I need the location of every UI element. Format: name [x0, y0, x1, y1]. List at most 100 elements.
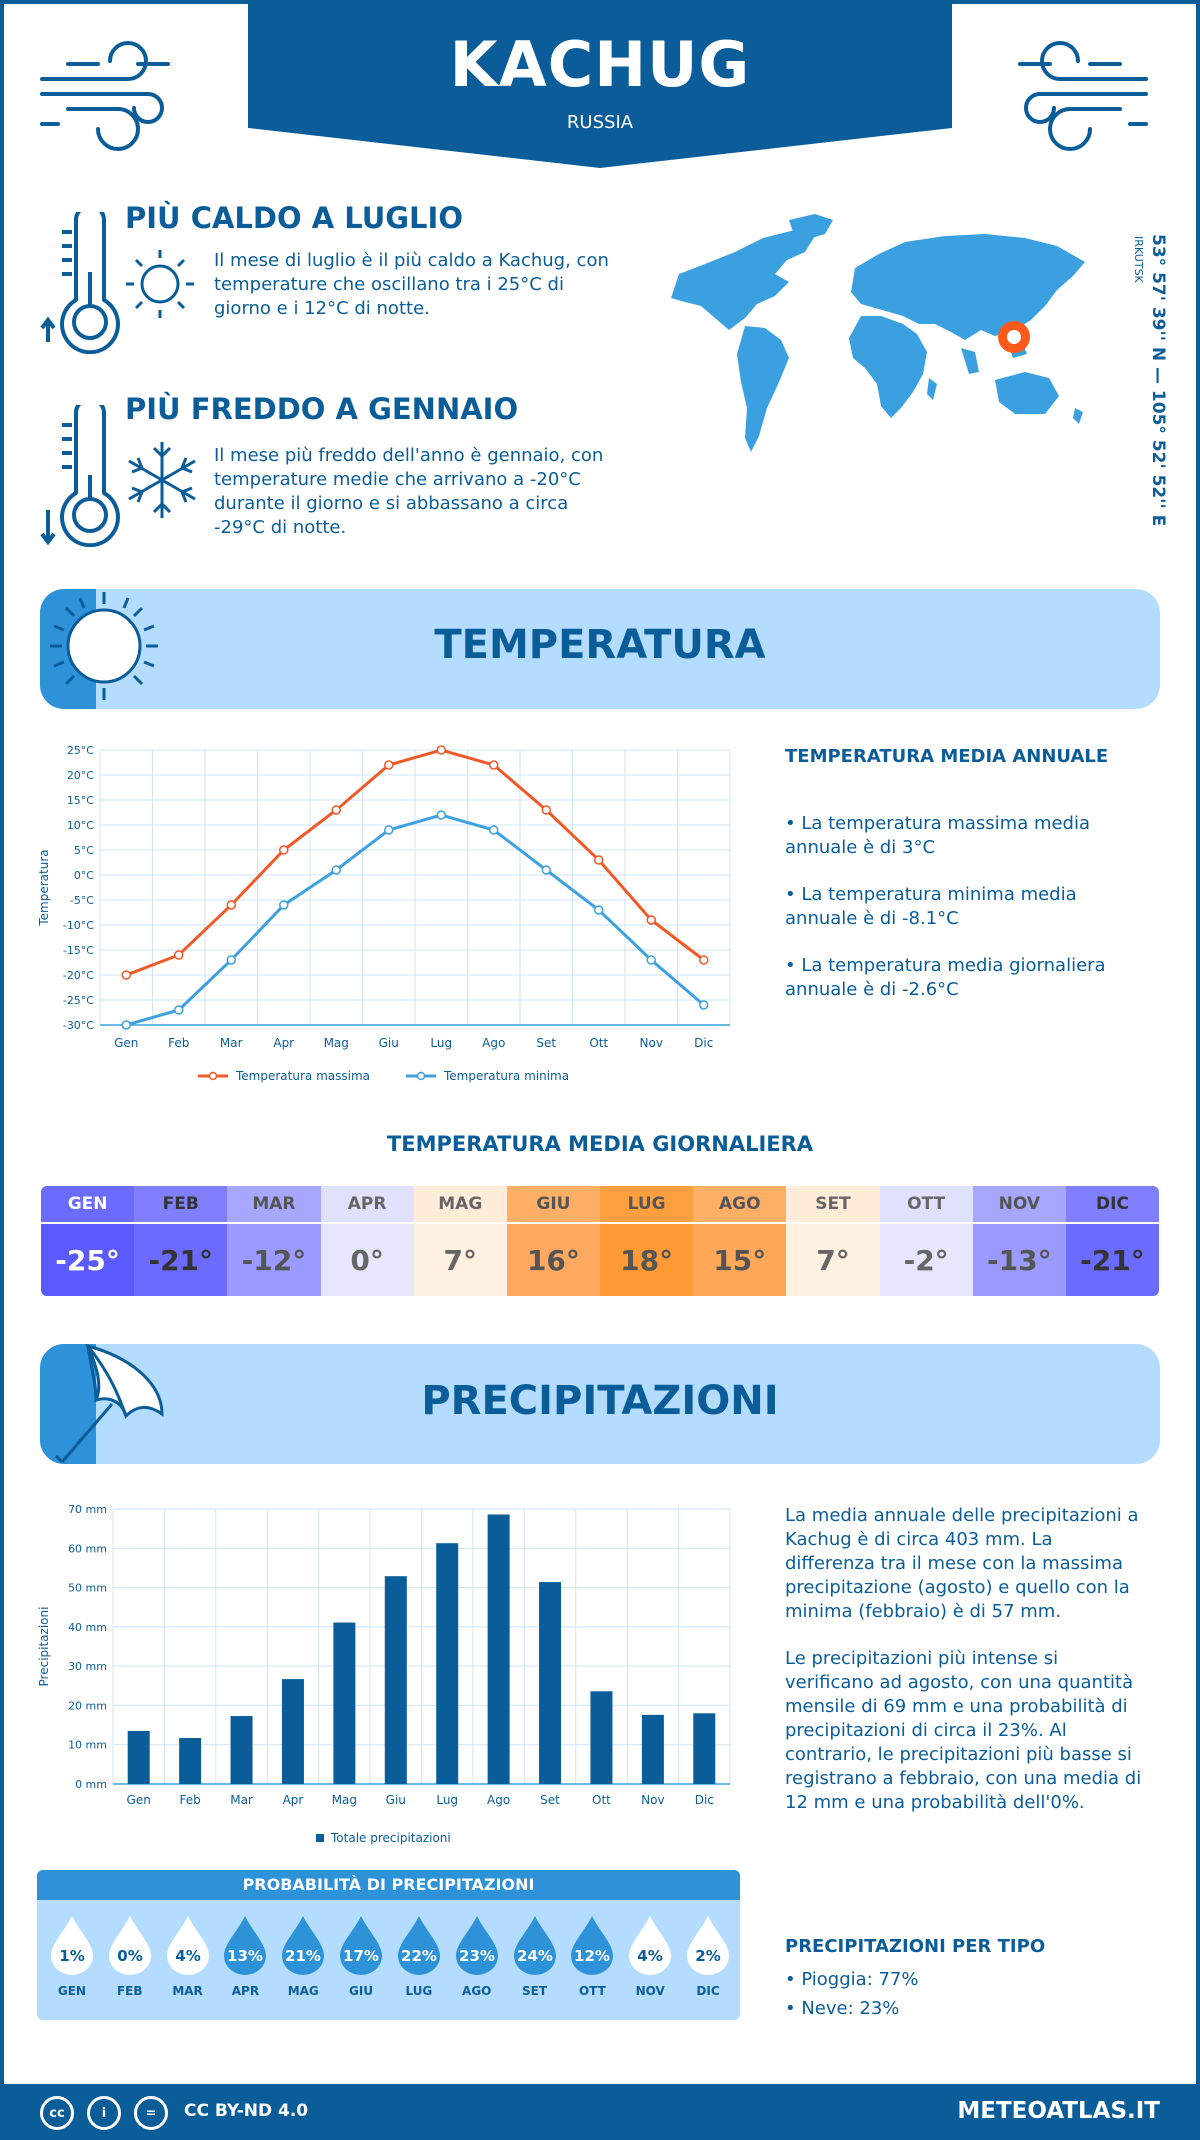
precip-bar	[127, 1730, 150, 1784]
precip-bar	[590, 1691, 613, 1784]
precip-probability-value: 23%	[459, 1947, 495, 1965]
y-tick-label: 0 mm	[75, 1778, 107, 1791]
data-point	[541, 805, 551, 815]
world-map	[671, 214, 1085, 452]
raindrop-icon: 13%	[224, 1916, 267, 1975]
data-point	[699, 1000, 709, 1010]
raindrop-icon: 24%	[513, 1916, 556, 1975]
precip-probability-month: MAR	[172, 1984, 203, 1998]
legend-marker	[416, 1071, 426, 1081]
x-tick-label: Set	[536, 1036, 556, 1050]
daily-temp-month: MAR	[227, 1186, 321, 1224]
precip-bar	[179, 1738, 202, 1784]
daily-temp-value: 15°	[693, 1224, 787, 1296]
y-tick-label: -15°C	[63, 944, 94, 957]
precip-probability-title: PROBABILITÀ DI PRECIPITAZIONI	[37, 1870, 740, 1900]
hot-month-title: PIÙ CALDO A LUGLIO	[125, 201, 463, 235]
x-tick-label: Gen	[114, 1036, 138, 1050]
raindrop-icon: 4%	[629, 1916, 672, 1975]
precip-probability-item: 1% GEN	[43, 1914, 101, 1998]
daily-temp-cell: AGO 15°	[693, 1186, 787, 1296]
precip-probability-month: OTT	[578, 1984, 606, 1998]
y-tick-label: 50 mm	[68, 1582, 107, 1595]
y-tick-label: -25°C	[63, 994, 94, 1007]
precip-probability-value: 24%	[517, 1947, 553, 1965]
data-point	[384, 825, 394, 835]
y-tick-label: 40 mm	[68, 1621, 107, 1634]
daily-temp-month: MAG	[413, 1186, 507, 1224]
legend-label: Totale precipitazioni	[330, 1831, 451, 1845]
precip-probability-value: 13%	[227, 1947, 263, 1965]
x-tick-label: Set	[540, 1793, 560, 1807]
raindrop-icon: 17%	[340, 1916, 383, 1975]
raindrop-icon: 4%	[166, 1916, 209, 1975]
daily-temp-month: APR	[320, 1186, 414, 1224]
daily-temp-value: 16°	[506, 1224, 601, 1296]
y-axis-label: Temperatura	[37, 849, 51, 926]
y-tick-label: 25°C	[67, 744, 94, 757]
annual-temp-bullet-min: • La temperatura minima media annuale è …	[785, 884, 1077, 929]
brand-link[interactable]: METEOATLAS.IT	[957, 2098, 1160, 2124]
precipitation-banner-accent	[40, 1344, 96, 1464]
data-point	[436, 810, 446, 820]
precip-bar	[230, 1716, 253, 1784]
x-tick-label: Ott	[592, 1793, 611, 1807]
precipitation-chart: 70 mm 60 mm 50 mm 40 mm 30 mm 20 mm 10 mm 0 mm G…	[37, 1503, 731, 1845]
y-tick-label: 70 mm	[68, 1503, 107, 1516]
precip-probability-month: LUG	[405, 1984, 433, 1998]
precip-probability-item: 13% APR	[216, 1914, 274, 1998]
temperature-chart: 25°C 20°C 15°C 10°C 5°C 0°C -5°C -10°C -15°C -20°…	[37, 744, 731, 1083]
y-tick-label: 20 mm	[68, 1699, 107, 1712]
y-tick-label: -30°C	[63, 1019, 94, 1032]
legend-label: Temperatura massima	[235, 1069, 370, 1083]
data-point	[541, 865, 551, 875]
precip-probability-item: 22% LUG	[390, 1914, 448, 1998]
wind-icon	[40, 41, 170, 151]
x-tick-label: Mar	[230, 1793, 253, 1807]
daily-temp-cell: LUG 18°	[600, 1186, 694, 1296]
daily-temp-month: LUG	[600, 1186, 694, 1224]
daily-temp-value: -2°	[879, 1224, 973, 1296]
annual-temp-bullet-mean: • La temperatura media giornaliera annua…	[785, 955, 1106, 1000]
precip-probability-month: AGO	[462, 1984, 492, 1998]
precip-probability-month: SET	[522, 1984, 548, 1998]
daily-temp-value: 7°	[786, 1224, 880, 1296]
sun-large-icon	[50, 592, 158, 700]
no-derivatives-icon: =	[134, 2096, 168, 2130]
daily-temp-month: FEB	[134, 1186, 228, 1224]
raindrop-icon: 12%	[571, 1916, 614, 1975]
series-line	[125, 813, 705, 1027]
raindrop-icon: 2%	[687, 1916, 730, 1975]
precip-probability-month: NOV	[635, 1984, 665, 1998]
daily-temp-cell: NOV -13°	[972, 1186, 1066, 1296]
daily-temp-table: GEN -25° FEB -21° MAR -12° APR 0° MAG 7° GIU 16° LUG…	[41, 1186, 1159, 1296]
data-point	[121, 1020, 131, 1030]
data-point	[226, 900, 236, 910]
series-line	[125, 748, 705, 977]
daily-temp-value: 7°	[413, 1224, 507, 1296]
license-label: CC BY-ND 4.0	[184, 2101, 309, 2121]
precip-bar	[693, 1713, 716, 1784]
daily-temp-month: AGO	[693, 1186, 787, 1224]
temperature-title: TEMPERATURA	[434, 622, 766, 668]
precip-probability-item: 24% SET	[506, 1914, 564, 1998]
raindrop-shape	[224, 1916, 267, 1975]
legend-marker	[208, 1071, 218, 1081]
cold-month-text: Il mese più freddo dell'anno è gennaio, …	[214, 445, 604, 538]
attribution-icon: i	[87, 2096, 121, 2130]
wind-icon	[1018, 41, 1148, 151]
precip-probability-month: GEN	[57, 1984, 86, 1998]
annual-temp-title: TEMPERATURA MEDIA ANNUALE	[785, 746, 1109, 767]
data-point	[489, 825, 499, 835]
daily-temp-value: -25°	[41, 1224, 135, 1296]
raindrop-icon: 22%	[397, 1916, 440, 1975]
precip-probability-month: APR	[231, 1984, 260, 1998]
x-tick-label: Apr	[283, 1793, 304, 1807]
data-point	[174, 950, 184, 960]
data-point	[331, 865, 341, 875]
y-tick-label: -5°C	[70, 894, 94, 907]
precip-probability-item: 0% FEB	[101, 1914, 159, 1998]
daily-temp-value: -21°	[134, 1224, 228, 1296]
data-point	[384, 760, 394, 770]
data-point	[594, 905, 604, 915]
